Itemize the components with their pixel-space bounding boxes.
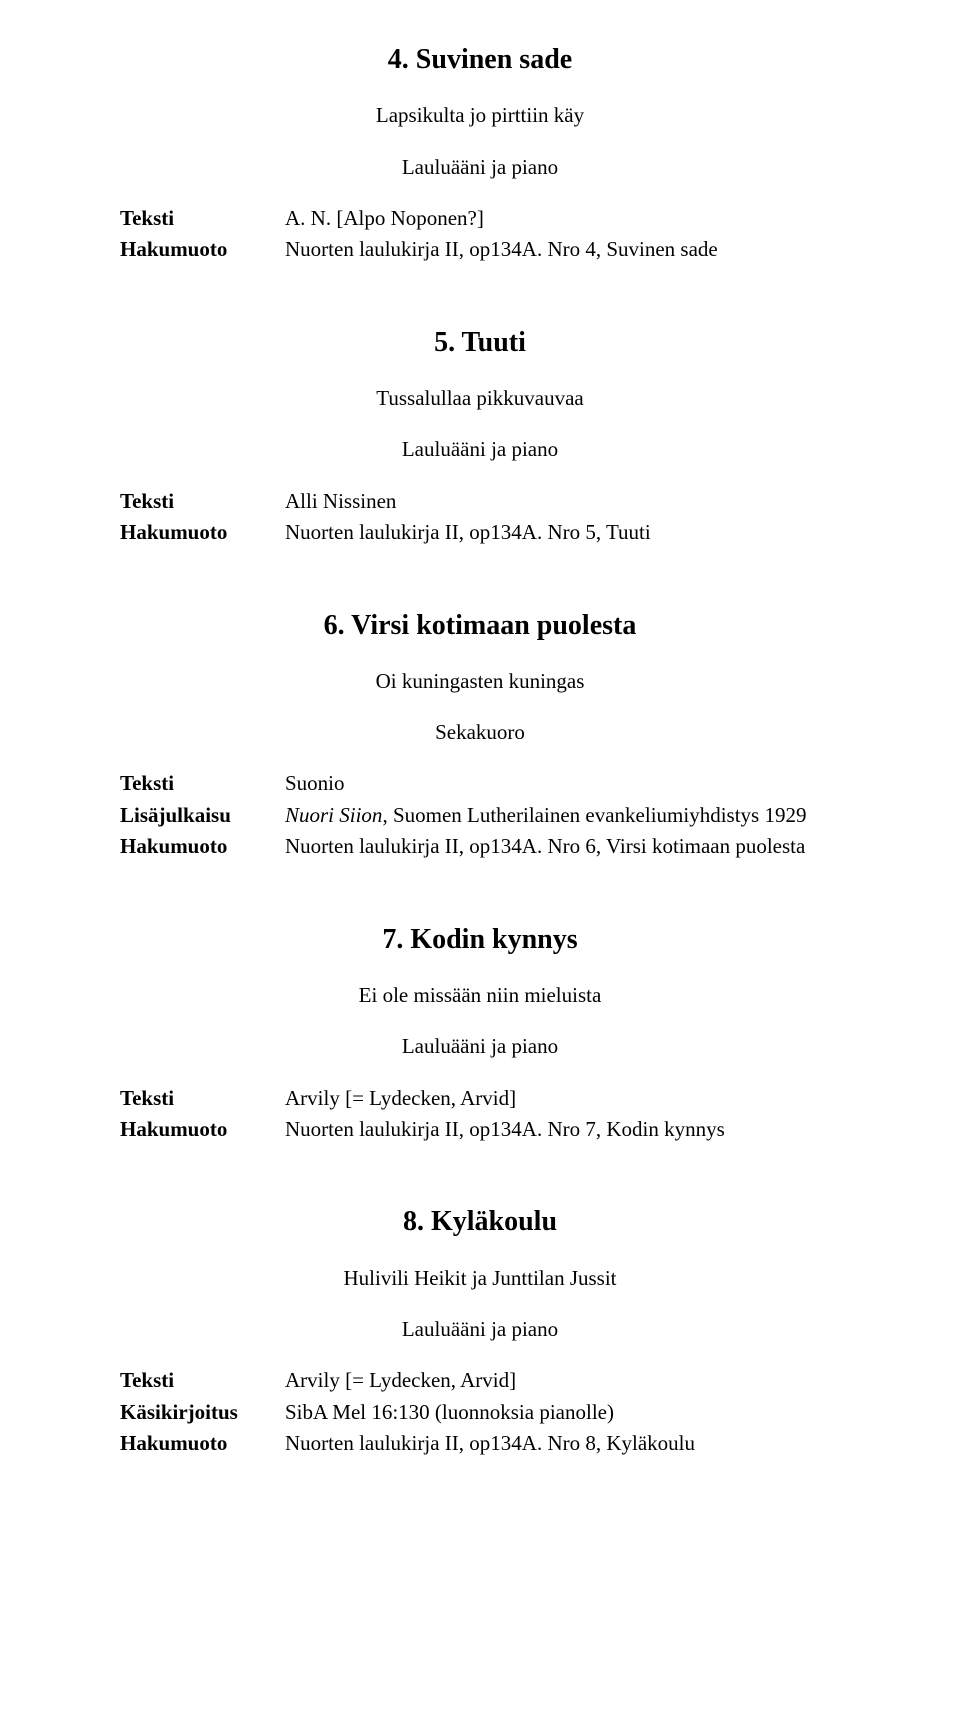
meta-row: HakumuotoNuorten laulukirja II, op134A. … [120, 518, 840, 547]
meta-label: Käsikirjoitus [120, 1398, 285, 1427]
meta-label: Teksti [120, 769, 285, 798]
meta-row: TekstiArvily [= Lydecken, Arvid] [120, 1366, 840, 1395]
meta-row: TekstiAlli Nissinen [120, 487, 840, 516]
entry-scoring: Lauluääni ja piano [120, 153, 840, 182]
meta-value: Alli Nissinen [285, 487, 840, 516]
entry-title: 6. Virsi kotimaan puolesta [120, 606, 840, 645]
meta-value: SibA Mel 16:130 (luonnoksia pianolle) [285, 1398, 840, 1427]
entry-title: 5. Tuuti [120, 323, 840, 362]
meta-row: HakumuotoNuorten laulukirja II, op134A. … [120, 1429, 840, 1458]
meta-value: Arvily [= Lydecken, Arvid] [285, 1084, 840, 1113]
entry-title: 8. Kyläkoulu [120, 1202, 840, 1241]
meta-row: LisäjulkaisuNuori Siion, Suomen Lutheril… [120, 801, 840, 830]
meta-row: KäsikirjoitusSibA Mel 16:130 (luonnoksia… [120, 1398, 840, 1427]
entry: 6. Virsi kotimaan puolesta Oi kuningasten… [120, 606, 840, 862]
meta-label: Teksti [120, 204, 285, 233]
entry: 4. Suvinen sade Lapsikulta jo pirttiin kä… [120, 40, 840, 265]
meta-label: Hakumuoto [120, 1115, 285, 1144]
document-root: 4. Suvinen sade Lapsikulta jo pirttiin kä… [120, 40, 840, 1459]
entry-incipit: Hulivili Heikit ja Junttilan Jussit [120, 1264, 840, 1293]
entry-incipit: Oi kuningasten kuningas [120, 667, 840, 696]
meta-value: Nuori Siion, Suomen Lutherilainen evanke… [285, 801, 840, 830]
entry-incipit: Ei ole missään niin mieluista [120, 981, 840, 1010]
meta-label: Teksti [120, 1366, 285, 1395]
meta-label: Teksti [120, 487, 285, 516]
entry: 7. Kodin kynnys Ei ole missään niin mielu… [120, 920, 840, 1145]
meta-value-rest: , Suomen Lutherilainen evankeliumiyhdist… [382, 803, 806, 827]
entry-scoring: Lauluääni ja piano [120, 435, 840, 464]
meta-value: Nuorten laulukirja II, op134A. Nro 7, Ko… [285, 1115, 840, 1144]
meta-row: HakumuotoNuorten laulukirja II, op134A. … [120, 235, 840, 264]
meta-row: TekstiA. N. [Alpo Noponen?] [120, 204, 840, 233]
entry-title: 7. Kodin kynnys [120, 920, 840, 959]
meta-label: Hakumuoto [120, 518, 285, 547]
meta-value: Nuorten laulukirja II, op134A. Nro 6, Vi… [285, 832, 840, 861]
entry: 5. Tuuti Tussalullaa pikkuvauvaa Lauluääni… [120, 323, 840, 548]
entry-scoring: Lauluääni ja piano [120, 1315, 840, 1344]
meta-value: A. N. [Alpo Noponen?] [285, 204, 840, 233]
entry-scoring: Sekakuoro [120, 718, 840, 747]
meta-row: HakumuotoNuorten laulukirja II, op134A. … [120, 832, 840, 861]
meta-value: Nuorten laulukirja II, op134A. Nro 4, Su… [285, 235, 840, 264]
entry-title: 4. Suvinen sade [120, 40, 840, 79]
meta-value: Arvily [= Lydecken, Arvid] [285, 1366, 840, 1395]
meta-label: Teksti [120, 1084, 285, 1113]
meta-label: Hakumuoto [120, 235, 285, 264]
meta-value: Nuorten laulukirja II, op134A. Nro 5, Tu… [285, 518, 840, 547]
meta-row: TekstiArvily [= Lydecken, Arvid] [120, 1084, 840, 1113]
entry-scoring: Lauluääni ja piano [120, 1032, 840, 1061]
meta-value-italic: Nuori Siion [285, 803, 382, 827]
entry-incipit: Lapsikulta jo pirttiin käy [120, 101, 840, 130]
entry-incipit: Tussalullaa pikkuvauvaa [120, 384, 840, 413]
meta-label: Hakumuoto [120, 1429, 285, 1458]
meta-row: HakumuotoNuorten laulukirja II, op134A. … [120, 1115, 840, 1144]
meta-label: Lisäjulkaisu [120, 801, 285, 830]
meta-value: Nuorten laulukirja II, op134A. Nro 8, Ky… [285, 1429, 840, 1458]
entry: 8. Kyläkoulu Hulivili Heikit ja Junttilan… [120, 1202, 840, 1458]
meta-label: Hakumuoto [120, 832, 285, 861]
meta-row: TekstiSuonio [120, 769, 840, 798]
meta-value: Suonio [285, 769, 840, 798]
